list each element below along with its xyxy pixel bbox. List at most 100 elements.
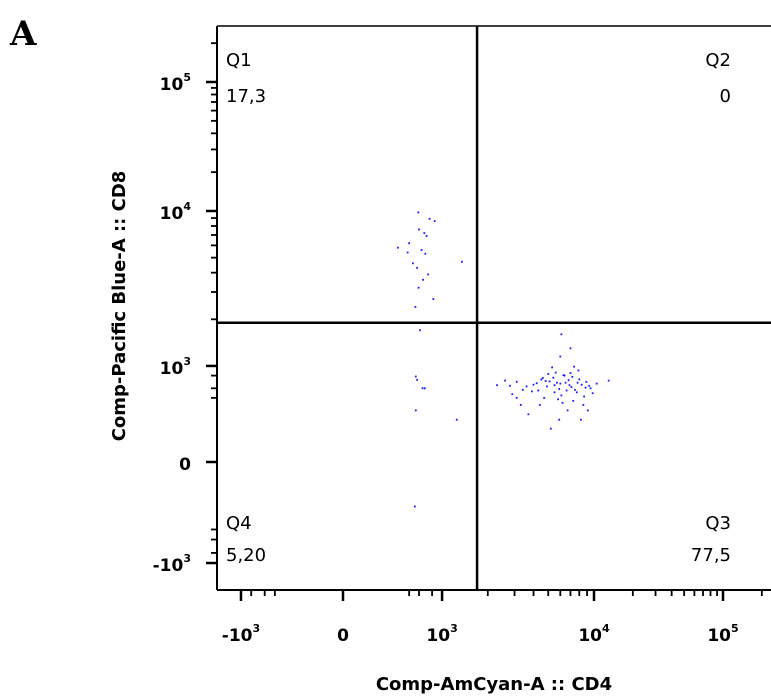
data-point — [568, 384, 571, 387]
data-point — [589, 387, 592, 390]
data-point — [566, 409, 569, 412]
data-point — [515, 380, 518, 383]
data-point — [544, 380, 547, 382]
data-point — [538, 404, 541, 406]
data-point — [504, 379, 506, 382]
data-point — [560, 333, 563, 336]
x-tick-label: 103 — [426, 622, 457, 646]
data-point — [560, 394, 563, 397]
y-tick-label: 0 — [179, 455, 191, 475]
y-tick-label: 104 — [160, 200, 192, 224]
data-point — [427, 273, 430, 276]
data-point — [414, 306, 417, 308]
data-point — [418, 228, 420, 231]
data-point — [519, 404, 522, 406]
data-point — [552, 376, 555, 379]
data-point — [563, 374, 566, 377]
data-point — [591, 392, 594, 395]
data-point — [575, 391, 578, 394]
quadrant-name-q4: Q4 — [226, 513, 252, 534]
data-point — [556, 381, 558, 384]
data-point — [531, 390, 533, 393]
panel-label: A — [10, 14, 37, 54]
data-point — [537, 389, 540, 392]
data-point — [559, 382, 562, 385]
data-point — [558, 388, 561, 390]
data-point — [569, 372, 572, 374]
quadrant-value-q1: 17,3 — [226, 86, 266, 107]
x-tick-label: -103 — [222, 622, 260, 646]
data-point — [570, 386, 573, 388]
data-point — [565, 389, 568, 392]
data-point — [521, 388, 524, 391]
data-point — [569, 347, 572, 350]
data-point — [551, 366, 553, 369]
data-point — [419, 329, 421, 332]
data-point — [416, 266, 418, 269]
scatter-points — [397, 211, 610, 508]
data-point — [558, 418, 561, 421]
quadrant-name-q2: Q2 — [705, 50, 731, 71]
quadrant-value-q2: 0 — [720, 86, 731, 107]
y-tick-label: 103 — [160, 355, 191, 379]
data-point — [561, 401, 564, 404]
data-point — [412, 262, 414, 265]
data-point — [607, 379, 610, 382]
data-point — [584, 386, 587, 389]
data-point — [582, 404, 585, 406]
data-point — [433, 220, 436, 222]
data-point — [414, 375, 417, 378]
data-point — [571, 375, 574, 378]
y-tick-label: 105 — [160, 71, 191, 95]
data-point — [416, 378, 418, 381]
data-point — [583, 395, 585, 398]
data-point — [527, 413, 530, 416]
data-point — [425, 235, 428, 237]
data-point — [546, 385, 548, 388]
data-point — [424, 252, 427, 255]
data-point — [557, 398, 559, 401]
data-point — [559, 355, 562, 358]
data-point — [554, 371, 557, 374]
data-point — [572, 400, 575, 402]
y-axis-title: Comp-Pacific Blue-A :: CD8 — [109, 171, 130, 442]
data-point — [406, 251, 409, 254]
data-point — [553, 384, 556, 387]
data-point — [535, 382, 538, 385]
y-tick-label: -103 — [153, 552, 191, 576]
data-point — [397, 246, 399, 249]
data-point — [414, 409, 417, 412]
data-point — [564, 381, 567, 384]
data-point — [578, 378, 581, 381]
data-point — [548, 380, 551, 383]
data-point — [461, 260, 463, 263]
data-point — [573, 365, 575, 368]
data-point — [541, 377, 544, 379]
data-point — [549, 427, 552, 430]
data-point — [585, 380, 588, 383]
data-point — [509, 384, 511, 387]
data-point — [574, 388, 576, 391]
x-tick-label: 0 — [337, 626, 349, 646]
quadrant-name-q1: Q1 — [226, 50, 252, 71]
data-point — [580, 383, 583, 386]
data-point — [511, 393, 514, 396]
data-point — [408, 242, 410, 245]
x-tick-label: 105 — [707, 622, 738, 646]
data-point — [588, 384, 591, 387]
data-point — [455, 418, 458, 421]
data-point — [577, 369, 580, 372]
data-point — [576, 381, 579, 384]
data-point — [417, 286, 420, 289]
data-point — [543, 397, 546, 399]
data-point — [496, 384, 498, 387]
data-point — [567, 379, 570, 382]
data-point — [586, 409, 589, 412]
data-point — [562, 374, 565, 376]
data-point — [595, 382, 598, 385]
quadrant-value-q4: 5,20 — [226, 545, 266, 566]
data-point — [420, 249, 423, 251]
data-point — [421, 387, 424, 390]
data-point — [547, 373, 550, 375]
